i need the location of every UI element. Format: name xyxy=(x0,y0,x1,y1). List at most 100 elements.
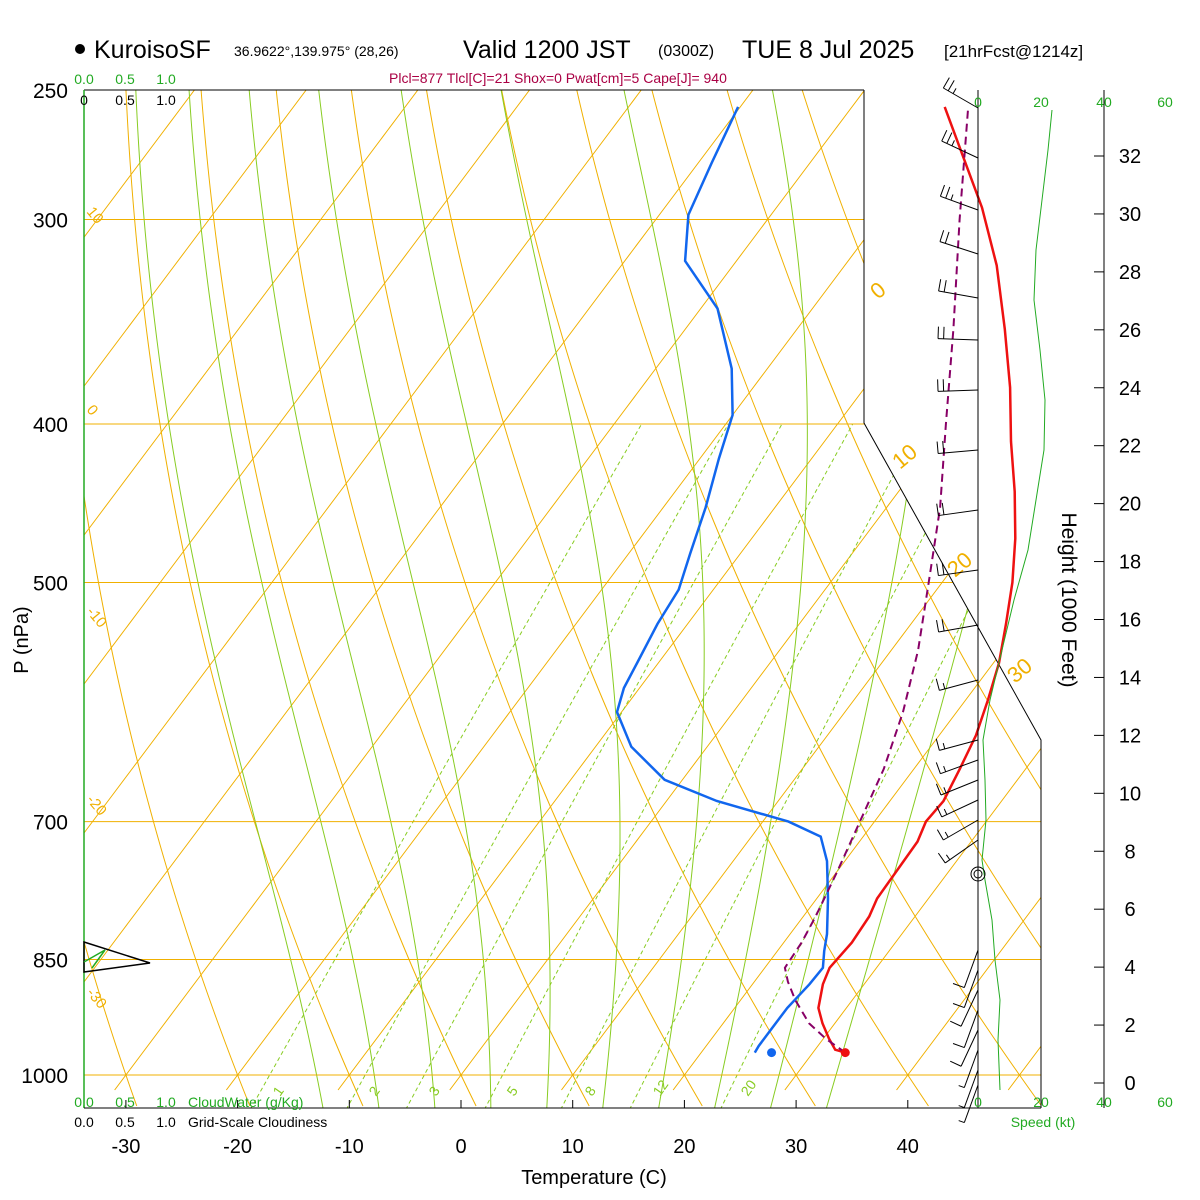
height-tick-label: 32 xyxy=(1119,146,1141,168)
moist-adiabat-line xyxy=(318,90,492,1108)
isotherm-label: 0 xyxy=(83,402,101,419)
barb-half xyxy=(944,831,949,838)
dry-adiabat-line xyxy=(84,90,138,1107)
barb-staff xyxy=(963,1084,979,1123)
dry-adiabat-line xyxy=(0,90,24,1106)
barb-flag xyxy=(935,783,942,796)
barb-half xyxy=(950,194,954,201)
cloudiness-tick-top: 0.5 xyxy=(115,92,135,108)
height-tick-label: 28 xyxy=(1119,262,1141,284)
barb-staff xyxy=(963,969,979,1008)
mixing-ratio-label: 5 xyxy=(503,1083,521,1099)
isotherm-label: -10 xyxy=(83,604,110,632)
wind-barb xyxy=(958,1049,979,1089)
height-tick-label: 26 xyxy=(1119,320,1141,342)
mixing-ratio-label: 20 xyxy=(737,1077,759,1099)
dry-adiabat-line xyxy=(1027,90,1041,1107)
height-tick-label: 6 xyxy=(1124,899,1135,921)
speed-label: Speed (kt) xyxy=(1011,1114,1076,1130)
cloudiness-tick-bottom: 0.0 xyxy=(74,1114,94,1130)
barb-half xyxy=(958,1085,965,1089)
isotherm-line xyxy=(449,90,1041,1091)
temperature-tick-label: 10 xyxy=(562,1136,584,1158)
barb-flag xyxy=(952,983,965,989)
barb-flag xyxy=(941,502,945,515)
barb-flag xyxy=(935,678,940,691)
moist-adiabat-line xyxy=(623,90,705,1108)
isotherm-label: 10 xyxy=(887,439,922,474)
temperature-tick-label: -10 xyxy=(335,1136,364,1158)
site-marker-icon xyxy=(75,44,85,54)
barb-staff xyxy=(939,241,979,255)
valid-date: TUE 8 Jul 2025 xyxy=(742,36,914,64)
wind-barb xyxy=(952,949,979,989)
wind-speed-profile xyxy=(981,109,1053,1091)
mixing-ratio-line xyxy=(629,423,984,1108)
wind-barb xyxy=(935,759,979,775)
height-tick-label: 10 xyxy=(1119,783,1141,805)
grid-clipped xyxy=(0,90,1200,1108)
temperature-line xyxy=(817,106,1017,1054)
mixing-ratio-line xyxy=(249,423,643,1108)
isotherm-line xyxy=(84,90,419,1091)
barb-staff xyxy=(960,989,979,1027)
dry-adiabat-line xyxy=(876,90,1041,1107)
wind-barb xyxy=(958,1084,979,1124)
isotherm-line xyxy=(114,90,866,1091)
height-tick-label: 8 xyxy=(1124,841,1135,863)
dry-adiabat-line xyxy=(726,90,1041,1107)
isotherm-line xyxy=(896,90,1041,1091)
cloudwater-tick-bottom: 0.5 xyxy=(115,1094,135,1110)
isotherm-line xyxy=(337,90,1041,1091)
isotherm-label: 30 xyxy=(1002,653,1037,688)
barb-half xyxy=(952,88,957,94)
cloudiness-tick-top: 0 xyxy=(80,92,88,108)
moist-adiabat-line xyxy=(135,90,324,1108)
cloudwater-label: CloudWater (g/Kg) xyxy=(188,1094,303,1110)
cloud-panel: 0.0 0.0 0.5 0.5 1.0 1.0 0 0.5 1.0 0.0 0.5 1.0 xyxy=(74,71,176,1130)
wind-barb xyxy=(952,969,979,1009)
profile-series xyxy=(615,106,1017,1058)
dry-adiabat-line xyxy=(501,90,929,1107)
barb-flag xyxy=(950,1060,962,1067)
cloudwater-tick-bottom: 0.0 xyxy=(74,1094,94,1110)
barb-flag xyxy=(946,132,953,144)
cloudwater-profile xyxy=(83,949,106,969)
cloudiness-profile xyxy=(83,940,151,973)
barb-staff xyxy=(939,679,979,691)
barb-flag xyxy=(937,852,946,864)
barb-flag xyxy=(942,77,950,89)
chart-frame xyxy=(83,89,1042,1109)
wind-barb xyxy=(936,619,979,633)
temperature-tick-label: 40 xyxy=(897,1136,919,1158)
wind-barb xyxy=(936,502,979,517)
mixing-ratio-label: 3 xyxy=(425,1083,443,1099)
barb-half xyxy=(945,854,951,861)
barb-flag xyxy=(941,619,945,632)
isotherm-line xyxy=(784,90,1041,1091)
dewpoint-line xyxy=(615,106,830,1054)
wind-barb xyxy=(942,77,979,109)
height-tick-label: 18 xyxy=(1119,552,1141,574)
speed-tick-top: 0 xyxy=(974,94,982,110)
calm-wind-icon-inner xyxy=(973,869,983,879)
pressure-tick-label: 700 xyxy=(33,812,68,835)
pressure-tick-label: 850 xyxy=(33,950,68,973)
cloudiness-label: Grid-Scale Cloudiness xyxy=(188,1114,327,1130)
site-coords: 36.9622°,139.975° (28,26) xyxy=(234,43,399,59)
moist-adiabat-line xyxy=(500,90,621,1108)
surface-temperature-dot xyxy=(840,1048,850,1058)
barb-half xyxy=(951,140,955,147)
wind-barb xyxy=(935,779,979,796)
surface-dewpoint-dot xyxy=(767,1048,777,1058)
speed-tick-top: 20 xyxy=(1033,94,1049,110)
barb-flag xyxy=(936,829,944,841)
cloudiness-tick-bottom: 1.0 xyxy=(156,1114,176,1130)
dry-adiabat-line xyxy=(1178,90,1200,1106)
frame-right-edge xyxy=(863,90,1042,1108)
wind-barb xyxy=(941,130,979,159)
isotherm-line xyxy=(672,90,1041,1091)
barb-staff xyxy=(940,195,979,211)
speed-tick-top: 40 xyxy=(1096,94,1112,110)
